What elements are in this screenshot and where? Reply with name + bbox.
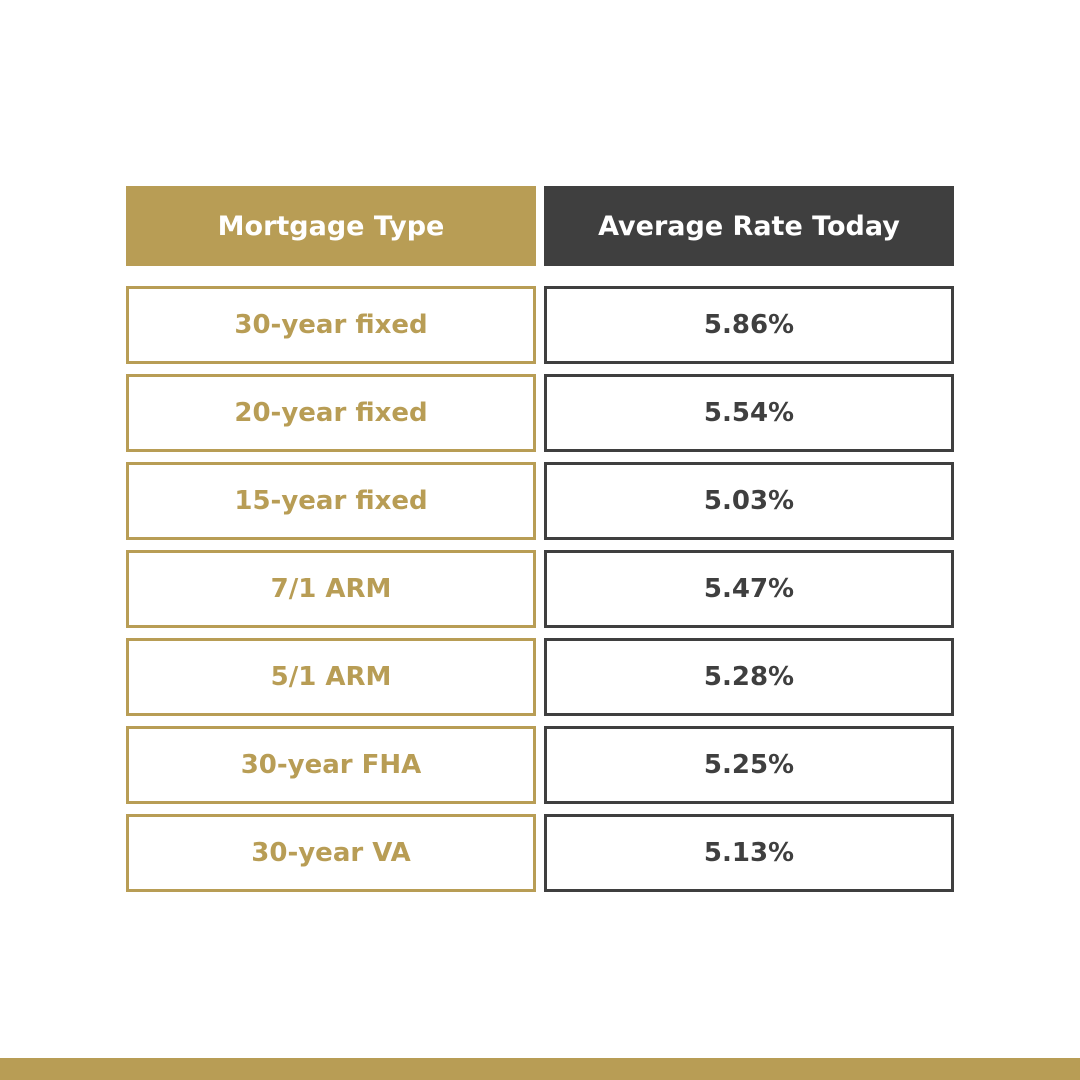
mortgage-type-cell: 15-year fixed <box>126 462 536 540</box>
mortgage-type-cell: 7/1 ARM <box>126 550 536 628</box>
table-row: 30-year FHA 5.25% <box>126 726 954 804</box>
average-rate-cell: 5.47% <box>544 550 954 628</box>
mortgage-type-cell: 30-year VA <box>126 814 536 892</box>
average-rate-cell: 5.86% <box>544 286 954 364</box>
table-row: 30-year fixed 5.86% <box>126 286 954 364</box>
table-body: 30-year fixed 5.86% 20-year fixed 5.54% 15-y… <box>126 286 954 892</box>
table-row: 20-year fixed 5.54% <box>126 374 954 452</box>
footer-accent-bar <box>0 1058 1080 1080</box>
table-row: 30-year VA 5.13% <box>126 814 954 892</box>
table-row: 5/1 ARM 5.28% <box>126 638 954 716</box>
mortgage-type-cell: 30-year FHA <box>126 726 536 804</box>
header-mortgage-type: Mortgage Type <box>126 186 536 266</box>
mortgage-type-cell: 20-year fixed <box>126 374 536 452</box>
mortgage-type-cell: 30-year fixed <box>126 286 536 364</box>
table-header-row: Mortgage Type Average Rate Today <box>126 186 954 266</box>
average-rate-cell: 5.28% <box>544 638 954 716</box>
table-row: 7/1 ARM 5.47% <box>126 550 954 628</box>
average-rate-cell: 5.25% <box>544 726 954 804</box>
table-row: 15-year fixed 5.03% <box>126 462 954 540</box>
average-rate-cell: 5.54% <box>544 374 954 452</box>
average-rate-cell: 5.13% <box>544 814 954 892</box>
header-average-rate: Average Rate Today <box>544 186 954 266</box>
mortgage-type-cell: 5/1 ARM <box>126 638 536 716</box>
mortgage-rates-table: Mortgage Type Average Rate Today 30-year… <box>126 186 954 892</box>
average-rate-cell: 5.03% <box>544 462 954 540</box>
